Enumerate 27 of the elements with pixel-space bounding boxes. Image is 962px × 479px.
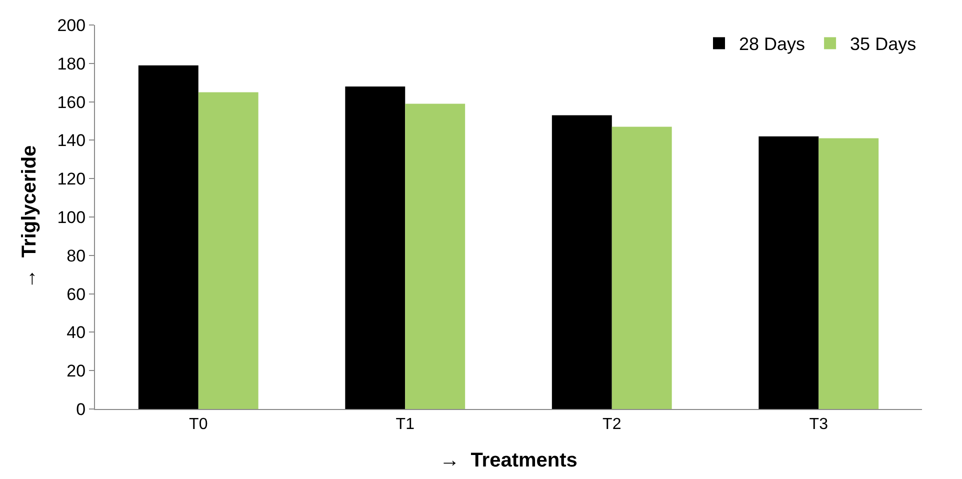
y-tick-label: 180 — [57, 54, 86, 74]
x-tick-label: T1 — [396, 416, 415, 434]
bar — [138, 65, 198, 409]
bar — [198, 92, 258, 409]
bar — [612, 126, 672, 409]
bar — [818, 138, 879, 409]
y-tick-label: 100 — [57, 208, 86, 227]
x-tick-label: T2 — [602, 416, 622, 434]
y-tick-label: 160 — [57, 92, 86, 112]
y-tick-label: 0 — [76, 400, 86, 419]
legend-label: 35 Days — [850, 34, 916, 54]
x-axis-title: → Treatments — [440, 450, 578, 472]
y-axis-title: → Triglyceride — [18, 145, 41, 289]
legend-label: 28 Days — [739, 34, 806, 54]
bar — [758, 136, 819, 409]
y-tick-label: 60 — [66, 284, 86, 304]
bar — [552, 115, 612, 409]
bar — [345, 86, 406, 409]
y-tick-label: 140 — [57, 131, 86, 150]
x-tick-label: T3 — [809, 416, 828, 434]
x-tick-label: T0 — [189, 416, 208, 434]
y-tick-label: 200 — [57, 16, 86, 35]
y-tick-label: 40 — [66, 323, 86, 342]
y-tick-label: 20 — [66, 362, 86, 381]
y-tick-label: 120 — [57, 170, 86, 189]
y-tick-label: 80 — [66, 246, 86, 266]
bar — [405, 104, 466, 409]
